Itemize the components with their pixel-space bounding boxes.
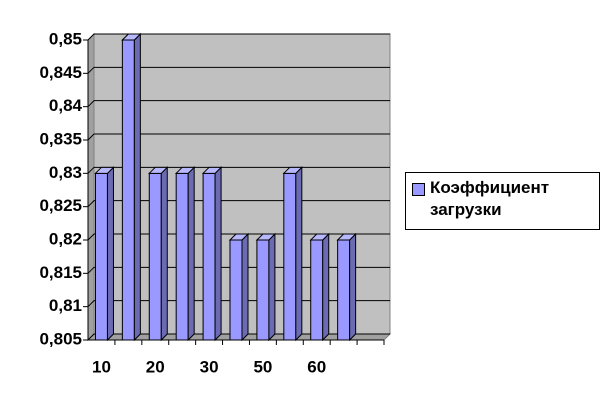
bar [174, 166, 196, 342]
grid-line [87, 33, 390, 41]
bar [201, 166, 223, 342]
bar-face [322, 232, 330, 342]
bar-face [148, 172, 162, 341]
legend-swatch [412, 183, 425, 196]
plot-side-wall [87, 32, 95, 342]
y-tick-label: 0,805 [39, 329, 82, 348]
y-tick-label: 0,83 [49, 163, 82, 182]
bar-face [94, 166, 115, 174]
y-tick-label: 0,825 [39, 196, 82, 215]
bar [148, 166, 169, 342]
bar-face [256, 239, 270, 341]
bar-face [121, 39, 135, 341]
bar-face [310, 239, 324, 341]
x-tick-label: 60 [307, 357, 326, 376]
legend: Коэффициент загрузки [405, 172, 600, 230]
bar-face [201, 166, 223, 174]
bar [309, 232, 330, 342]
bar [94, 166, 115, 342]
bar-face [106, 166, 114, 342]
bar-face [337, 239, 351, 341]
bar-face [268, 232, 276, 342]
bar [336, 232, 357, 342]
x-tick-label: 30 [200, 357, 219, 376]
bar-face [187, 166, 195, 342]
bar-face [148, 166, 169, 174]
bar-face [214, 166, 222, 342]
legend-label: Коэффициент загрузки [430, 178, 550, 219]
bar-face [202, 172, 216, 341]
bar-face [309, 233, 330, 241]
bar [228, 232, 250, 342]
bar-face [349, 232, 357, 342]
bar-face [282, 166, 304, 174]
bar-face [255, 233, 277, 241]
y-tick-label: 0,835 [39, 129, 82, 148]
bar-face [283, 172, 297, 341]
bar-face [174, 166, 196, 174]
bar-face [336, 233, 357, 241]
grid-line [87, 133, 390, 141]
bar [282, 166, 304, 342]
bar-face [228, 233, 250, 241]
y-tick-label: 0,85 [49, 29, 82, 48]
bar-face [295, 166, 303, 342]
y-tick-label: 0,81 [49, 296, 82, 315]
bar-face [121, 33, 142, 41]
bar-face [94, 172, 108, 341]
bar [255, 232, 277, 342]
bar-face [175, 172, 189, 341]
y-tick-label: 0,82 [49, 229, 82, 248]
bar [121, 32, 142, 342]
x-tick-label: 50 [253, 357, 272, 376]
bar-face [229, 239, 243, 341]
grid-line [87, 66, 390, 74]
bar-face [241, 232, 249, 342]
grid-line [87, 100, 390, 108]
x-tick-label: 10 [92, 357, 111, 376]
bar-face [160, 166, 168, 342]
y-tick-label: 0,815 [39, 263, 82, 282]
y-tick-label: 0,845 [39, 63, 82, 82]
x-tick-label: 20 [146, 357, 165, 376]
y-tick-label: 0,84 [49, 96, 83, 115]
bar-face [133, 32, 141, 342]
